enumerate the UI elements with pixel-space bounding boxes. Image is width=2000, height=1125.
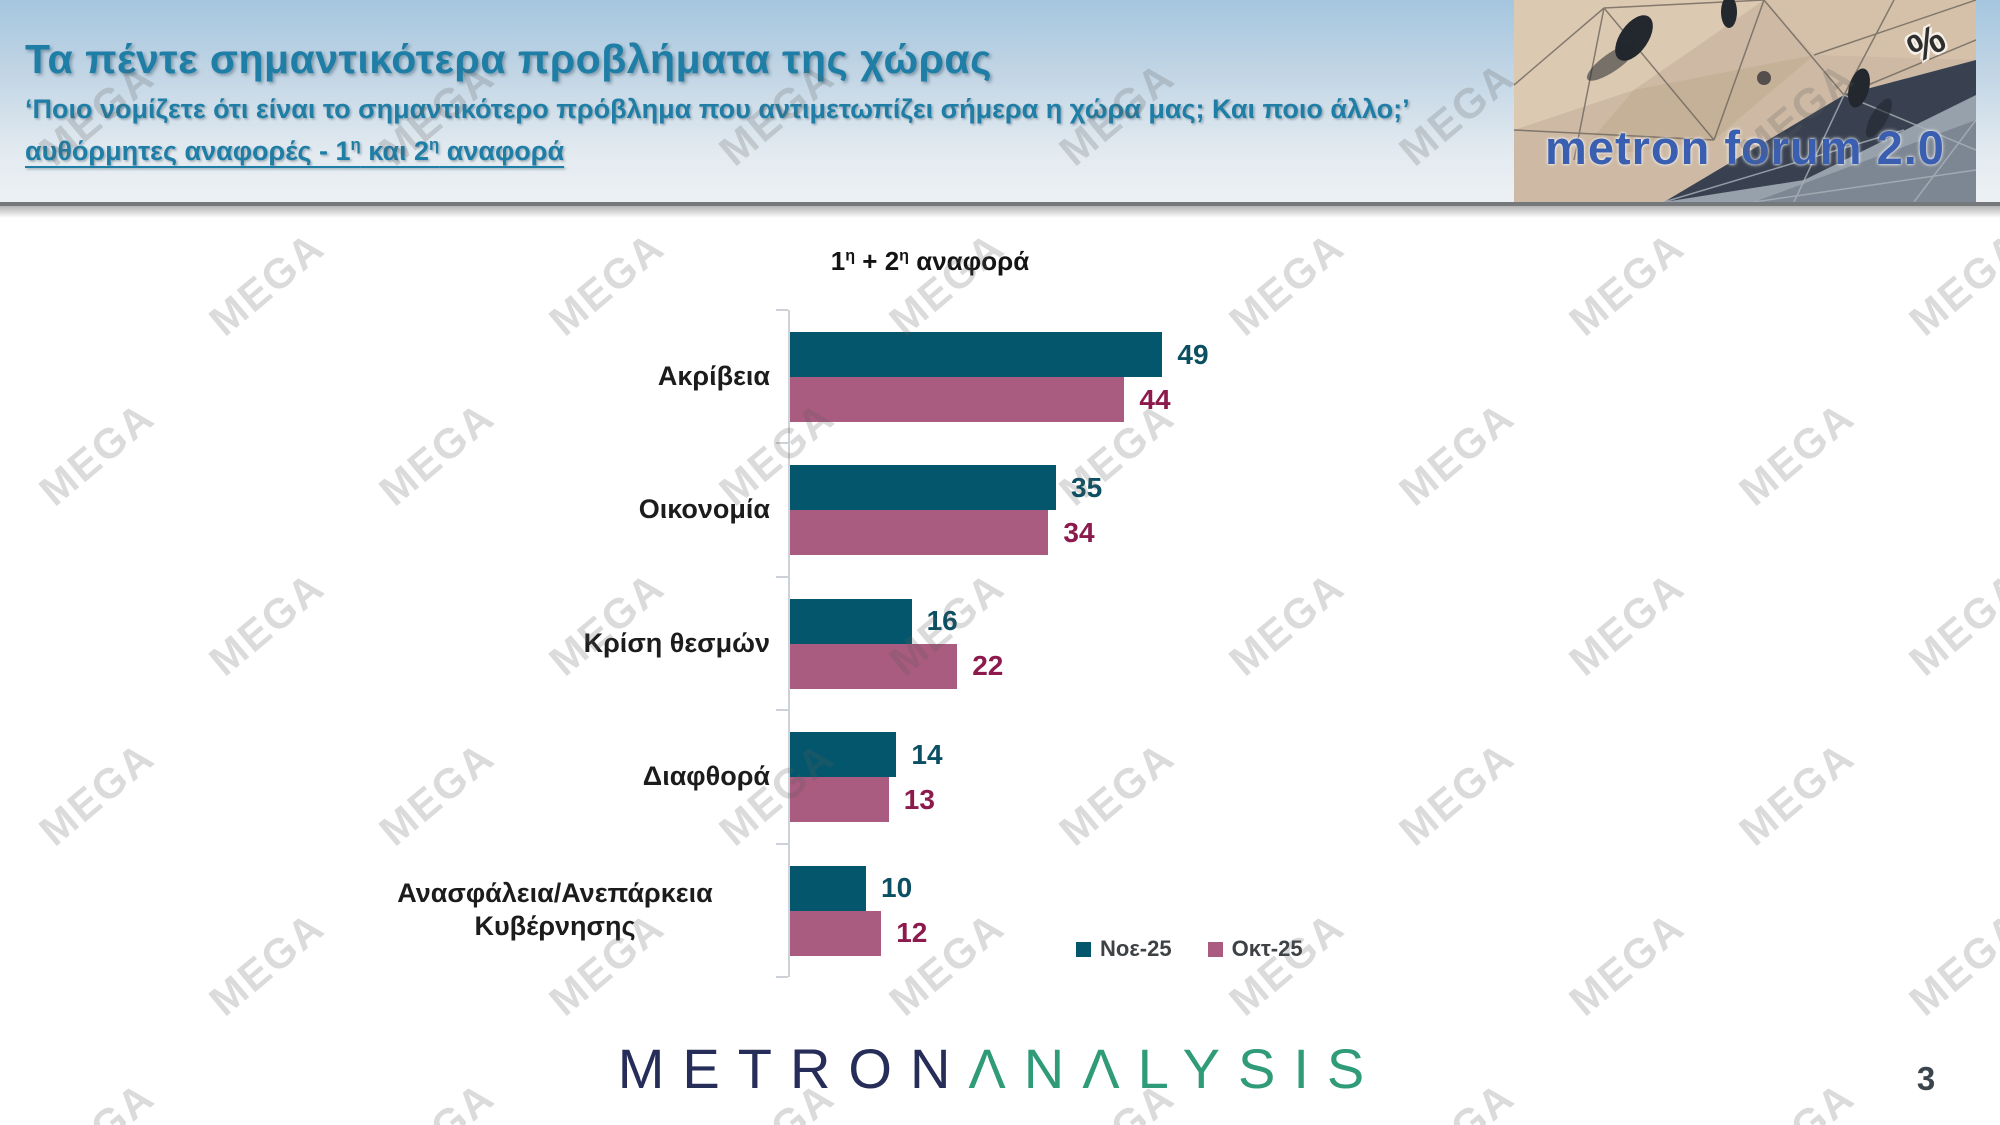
watermark-text: MEGA bbox=[1560, 562, 1694, 685]
value-label: 10 bbox=[881, 872, 913, 904]
watermark-text: MEGA bbox=[1900, 222, 2000, 345]
axis-tick bbox=[776, 709, 788, 712]
value-label: 12 bbox=[896, 917, 928, 949]
bar bbox=[790, 332, 1163, 377]
axis-tick bbox=[776, 575, 788, 578]
brand-metron: METRON bbox=[617, 1037, 969, 1100]
watermark-text: MEGA bbox=[1220, 222, 1354, 345]
watermark-text: MEGA bbox=[1050, 732, 1184, 855]
watermark-text: MEGA bbox=[1560, 222, 1694, 345]
bar bbox=[790, 377, 1125, 422]
value-label: 49 bbox=[1177, 338, 1209, 370]
watermark-text: MEGA bbox=[880, 222, 1014, 345]
watermark-text: MEGA bbox=[1560, 902, 1694, 1025]
value-label: 35 bbox=[1071, 471, 1103, 503]
bar bbox=[790, 598, 912, 644]
axis-tick bbox=[776, 976, 788, 978]
axis-tick bbox=[776, 309, 788, 311]
value-label: 22 bbox=[972, 650, 1004, 682]
legend-label: Νοε-25 bbox=[1100, 936, 1172, 961]
legend-swatch bbox=[1207, 941, 1223, 957]
watermark-text: MEGA bbox=[200, 562, 334, 685]
logo-photo-illustration bbox=[1514, 0, 1976, 202]
header-subtitle: ‘Ποιο νομίζετε ότι είναι το σημαντικότερ… bbox=[25, 94, 1410, 124]
category-label: Ακρίβεια bbox=[657, 360, 770, 391]
chart-title: 1η + 2η αναφορά bbox=[830, 246, 1030, 276]
watermark-text: MEGA bbox=[1220, 562, 1354, 685]
watermark-text: MEGA bbox=[1900, 562, 2000, 685]
bar bbox=[790, 777, 889, 823]
bar bbox=[790, 732, 897, 778]
header-banner: Τα πέντε σημαντικότερα προβλήματα της χώ… bbox=[0, 0, 2000, 206]
bar bbox=[790, 643, 958, 689]
axis-tick bbox=[776, 842, 788, 845]
header-subtitle-2: αυθόρμητες αναφορές - 1η και 2η αναφορά bbox=[25, 135, 565, 166]
metron-analysis-logo: METRONΛNΛLYSIS bbox=[0, 1036, 2000, 1101]
watermark-text: MEGA bbox=[1390, 732, 1524, 855]
value-label: 44 bbox=[1139, 383, 1171, 415]
watermark-text: MEGA bbox=[1220, 902, 1354, 1025]
value-label: 34 bbox=[1063, 516, 1095, 548]
chart-legend: Νοε-25 Οκτ-25 bbox=[1076, 936, 1303, 962]
legend-item: Οκτ-25 bbox=[1207, 936, 1303, 962]
logo-brand-text: metron forum 2.0 bbox=[1545, 121, 1945, 174]
bar bbox=[790, 465, 1056, 511]
watermark-text: MEGA bbox=[200, 902, 334, 1025]
watermark-text: MEGA bbox=[30, 392, 164, 515]
watermark-text: MEGA bbox=[1390, 392, 1524, 515]
watermark-text: MEGA bbox=[30, 732, 164, 855]
legend-label: Οκτ-25 bbox=[1231, 936, 1303, 961]
header-shadow bbox=[0, 206, 2000, 218]
watermark-text: MEGA bbox=[1730, 732, 1864, 855]
metron-forum-logo: metron forum 2.0 % bbox=[1514, 0, 1976, 202]
bar bbox=[790, 910, 882, 956]
value-label: 13 bbox=[903, 783, 935, 815]
category-label: Διαφθορά bbox=[642, 761, 770, 791]
category-label: Οικονομία bbox=[638, 494, 770, 525]
y-axis bbox=[788, 310, 790, 977]
watermark-text: MEGA bbox=[1730, 392, 1864, 515]
watermark-text: MEGA bbox=[1900, 902, 2000, 1025]
value-label: 16 bbox=[926, 605, 958, 637]
legend-swatch bbox=[1076, 941, 1091, 957]
axis-tick bbox=[776, 442, 788, 445]
legend-item: Νοε-25 bbox=[1076, 936, 1172, 962]
brand-analysis: ΛNΛLYSIS bbox=[968, 1037, 1383, 1100]
bar bbox=[790, 510, 1049, 556]
category-label: Ανασφάλεια/Ανεπάρκεια Κυβέρνησης bbox=[397, 877, 713, 942]
bar bbox=[790, 865, 866, 911]
page-title: Τα πέντε σημαντικότερα προβλήματα της χώ… bbox=[25, 36, 992, 82]
watermark-text: MEGA bbox=[200, 222, 334, 345]
category-label: Κρίση θεσμών bbox=[583, 627, 770, 658]
value-label: 14 bbox=[911, 738, 943, 770]
page-number: 3 bbox=[1916, 1060, 1936, 1097]
